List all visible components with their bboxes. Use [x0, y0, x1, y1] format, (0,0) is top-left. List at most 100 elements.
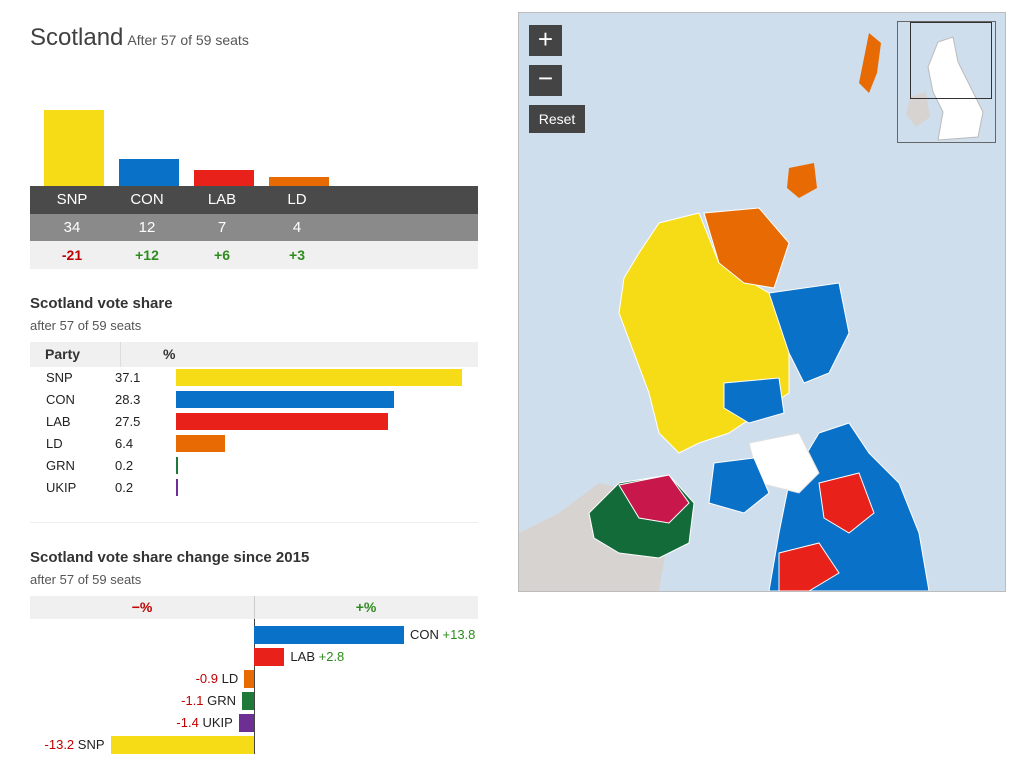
- vote-share-bar-lab: [176, 413, 388, 430]
- seat-counts: 34 12 7 4: [30, 214, 478, 241]
- vote-share-bar-con: [176, 391, 395, 408]
- change-value: +13.8: [442, 627, 476, 642]
- party-name: LD: [221, 671, 239, 686]
- seat-party-labels: SNP CON LAB LD: [30, 186, 478, 214]
- vote-share-row: GRN 0.2: [30, 455, 478, 477]
- change-bar-grn: [242, 692, 254, 710]
- vote-share-bar-snp: [176, 369, 462, 386]
- vote-share-row: CON 28.3: [30, 389, 478, 411]
- party-name: CON: [46, 392, 75, 407]
- inset-britain: [927, 36, 984, 141]
- vote-change-subtitle: after 57 of 59 seats: [30, 572, 142, 587]
- seat-label-snp: SNP: [56, 191, 88, 208]
- change-value: +2.8: [318, 649, 345, 664]
- percent-column-header: %: [163, 346, 176, 362]
- seat-label-con: CON: [130, 191, 164, 208]
- inset-viewport-box: [910, 22, 992, 99]
- change-bar-lab: [254, 648, 285, 666]
- ld-caithness: [703, 207, 790, 289]
- change-bar-ld: [244, 670, 254, 688]
- vote-share-row: UKIP 0.2: [30, 477, 478, 499]
- page-header: Scotland After 57 of 59 seats: [30, 24, 249, 52]
- seat-label-ld: LD: [287, 191, 307, 208]
- map-svg: [519, 33, 930, 591]
- party-name: UKIP: [46, 480, 77, 495]
- seat-count-ld: 4: [292, 219, 302, 236]
- seat-label-lab: LAB: [207, 191, 237, 208]
- seat-change-con: +12: [135, 247, 159, 263]
- vote-share-bar-grn: [176, 457, 178, 474]
- seat-count-lab: 7: [217, 219, 227, 236]
- vote-share-row: LAB 27.5: [30, 411, 478, 433]
- lab-northeast-england: [818, 472, 875, 534]
- change-value: -1.1: [181, 693, 204, 708]
- vote-share-header: Party %: [30, 342, 478, 367]
- party-column-header: Party: [45, 346, 81, 362]
- shetland: [859, 33, 881, 93]
- seat-change-ld: +3: [289, 247, 305, 263]
- lab-northwest: [778, 542, 840, 591]
- overview-inset-map[interactable]: [897, 21, 996, 143]
- vote-share-value: 0.2: [115, 480, 134, 495]
- party-name: LAB: [290, 649, 315, 664]
- seat-count-con: 12: [138, 219, 156, 236]
- zoom-out-button[interactable]: −: [529, 65, 562, 96]
- reset-button[interactable]: Reset: [529, 105, 585, 133]
- party-name: SNP: [77, 737, 105, 752]
- vote-share-bar-ld: [176, 435, 226, 452]
- change-bar-con: [254, 626, 404, 644]
- vote-share-value: 28.3: [115, 392, 141, 407]
- change-label-con: CON +13.8: [410, 627, 475, 642]
- change-value: -1.4: [176, 715, 199, 730]
- seat-bars: [30, 100, 478, 186]
- change-label-grn: -1.1 GRN: [181, 693, 236, 708]
- change-value: -13.2: [44, 737, 75, 752]
- seat-bar-lab: [194, 170, 254, 186]
- party-name: CON: [410, 627, 439, 642]
- vote-share-value: 6.4: [115, 436, 134, 451]
- vote-share-row: LD 6.4: [30, 433, 478, 455]
- seat-bar-snp: [44, 110, 104, 186]
- seat-bar-con: [119, 159, 179, 186]
- party-name: LAB: [46, 414, 71, 429]
- change-label-lab: LAB +2.8: [290, 649, 344, 664]
- seat-changes: -21 +12 +6 +3: [30, 241, 478, 269]
- change-label-snp: -13.2 SNP: [45, 737, 105, 752]
- header-divider: [120, 342, 121, 367]
- con-south-scotland: [708, 457, 770, 514]
- page-title: Scotland: [30, 24, 124, 51]
- seat-change-snp: -21: [61, 247, 83, 263]
- vote-share-value: 37.1: [115, 370, 141, 385]
- con-central: [723, 377, 785, 424]
- seat-count-snp: 34: [63, 219, 81, 236]
- inset-ireland: [906, 92, 930, 127]
- party-name: GRN: [46, 458, 75, 473]
- change-label-ukip: -1.4 UKIP: [176, 715, 232, 730]
- change-bar-snp: [110, 736, 254, 754]
- con-northeast: [768, 282, 850, 384]
- change-label-ld: -0.9 LD: [196, 671, 239, 686]
- zero-axis: [254, 619, 255, 754]
- results-map[interactable]: + − Reset: [518, 12, 1006, 592]
- orkney: [787, 163, 817, 198]
- inset-svg: [906, 36, 984, 141]
- ni-dup-area: [618, 474, 690, 524]
- vote-share-title: Scotland vote share: [30, 295, 173, 312]
- vote-share-value: 0.2: [115, 458, 134, 473]
- vote-share-row: SNP 37.1: [30, 367, 478, 389]
- seat-bar-ld: [269, 177, 329, 186]
- section-divider: [30, 522, 478, 523]
- page-subtitle: After 57 of 59 seats: [127, 32, 249, 48]
- vote-change-header: −% +%: [30, 596, 478, 619]
- party-name: UKIP: [202, 715, 233, 730]
- vote-share-subtitle: after 57 of 59 seats: [30, 318, 142, 333]
- party-name: SNP: [46, 370, 73, 385]
- vote-share-value: 27.5: [115, 414, 141, 429]
- seat-change-lab: +6: [214, 247, 230, 263]
- party-name: GRN: [207, 693, 237, 708]
- negative-label: −%: [131, 599, 153, 615]
- positive-label: +%: [355, 599, 377, 615]
- zoom-in-button[interactable]: +: [529, 25, 562, 56]
- party-name: LD: [46, 436, 63, 451]
- header-divider: [254, 596, 255, 619]
